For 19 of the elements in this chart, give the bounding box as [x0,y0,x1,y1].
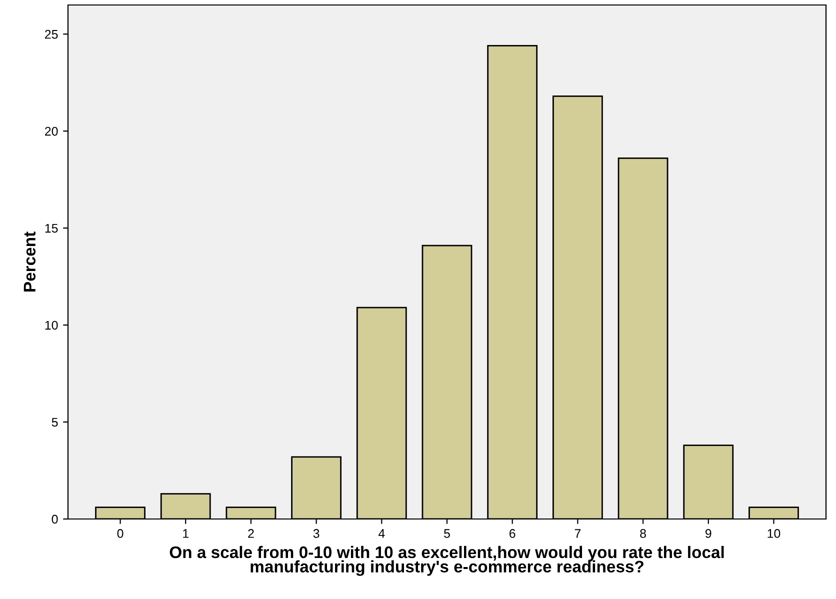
y-tick-label: 15 [45,224,58,233]
x-tick-label: 10 [768,529,780,538]
x-axis-title: On a scale from 0-10 with 10 as excellent,how would you rate the local manufacturing industry's e-commerce readiness? [170,546,724,576]
y-tick-label: 5 [52,418,58,427]
y-tick-label: 10 [45,320,58,330]
x-tick-label: 7 [574,529,581,538]
y-axis-title: Percent [24,232,36,292]
x-tick-label: 4 [378,529,385,538]
y-tick-label: 0 [52,514,58,524]
x-tick-label: 0 [117,529,124,538]
x-tick-label: 9 [705,529,712,538]
x-tick-label: 8 [640,529,646,538]
x-tick-label: 3 [313,529,320,538]
y-tick-label: 25 [45,30,58,39]
x-tick-label: 1 [183,529,188,538]
y-tick-label: 20 [45,126,58,136]
x-tick-label: 5 [444,529,450,538]
x-tick-label: 6 [510,529,516,538]
x-tick-label: 2 [248,529,254,538]
